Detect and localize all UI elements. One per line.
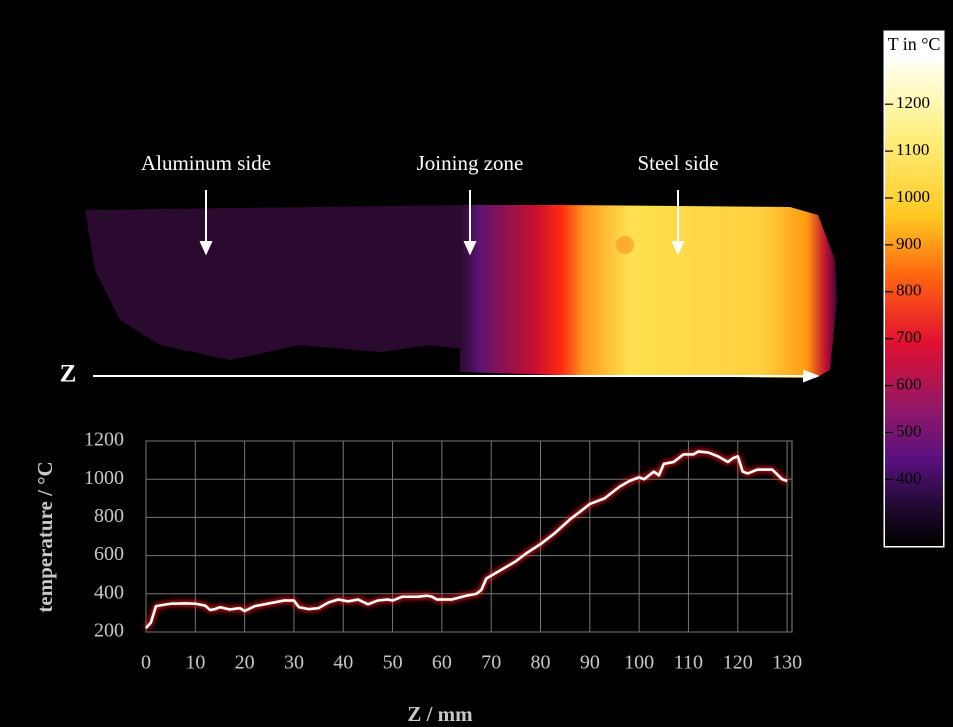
plot-frame <box>145 440 793 633</box>
arrow-head <box>463 241 477 256</box>
x-tick-label: 0 <box>141 652 151 674</box>
y-tick-label: 600 <box>94 543 124 565</box>
y-tick-label: 1200 <box>84 429 124 451</box>
x-tick-label: 130 <box>772 652 802 674</box>
y-tick-label: 400 <box>94 581 124 603</box>
y-tick-label: 1000 <box>84 467 124 489</box>
arrow-head <box>199 241 213 256</box>
colorbar-tick-label: 700 <box>896 328 922 347</box>
colorbar-tick-label: 900 <box>896 234 922 253</box>
colorbar: T in °C 400 500 600 700 800 900 1000 1100 1200 <box>882 29 946 549</box>
y-axis-label: temperature / °C <box>33 461 57 612</box>
x-tick-label: 10 <box>185 652 205 674</box>
y-tick-label: 800 <box>94 505 124 527</box>
x-tick-label: 50 <box>383 652 403 674</box>
steel-region <box>460 205 837 378</box>
annotation: Steel side <box>637 151 718 175</box>
y-tick-label: 200 <box>94 620 124 642</box>
colorbar-tick-label: 1000 <box>896 187 930 206</box>
aluminum-region <box>85 205 470 360</box>
annotation: Joining zone <box>417 151 524 175</box>
thermal-image: Aluminum side Joining zone Steel side Z <box>60 151 837 388</box>
annotation: Aluminum side <box>141 151 271 175</box>
x-tick-label: 70 <box>481 652 501 674</box>
x-tick-label: 90 <box>580 652 600 674</box>
x-tick-label: 30 <box>284 652 304 674</box>
x-tick-label: 20 <box>235 652 255 674</box>
colorbar-gradient <box>885 62 943 546</box>
x-tick-label: 120 <box>723 652 753 674</box>
colorbar-tick-label: 1200 <box>896 93 930 112</box>
arrow-head <box>803 369 820 383</box>
colorbar-title: T in °C <box>888 34 941 54</box>
colorbar-tick-label: 800 <box>896 281 922 300</box>
x-tick-label: 80 <box>531 652 551 674</box>
colorbar-tick-label: 1100 <box>896 140 929 159</box>
x-tick-label: 100 <box>624 652 654 674</box>
arrows <box>93 190 820 383</box>
colorbar-tick-label: 400 <box>896 468 922 487</box>
arrow-head <box>671 241 685 256</box>
colorbar-tick-label: 500 <box>896 421 922 440</box>
x-tick-label: 40 <box>333 652 353 674</box>
hot-spot <box>616 236 634 254</box>
colorbar-tick-label: 600 <box>896 374 922 393</box>
x-tick-label: 60 <box>432 652 452 674</box>
line-chart: Z / mm temperature / °C 2004006008001000… <box>33 429 802 726</box>
x-tick-label: 110 <box>674 652 703 674</box>
x-axis-label: Z / mm <box>407 702 473 726</box>
temperature-line <box>145 450 788 630</box>
z-label: Z <box>60 361 77 388</box>
